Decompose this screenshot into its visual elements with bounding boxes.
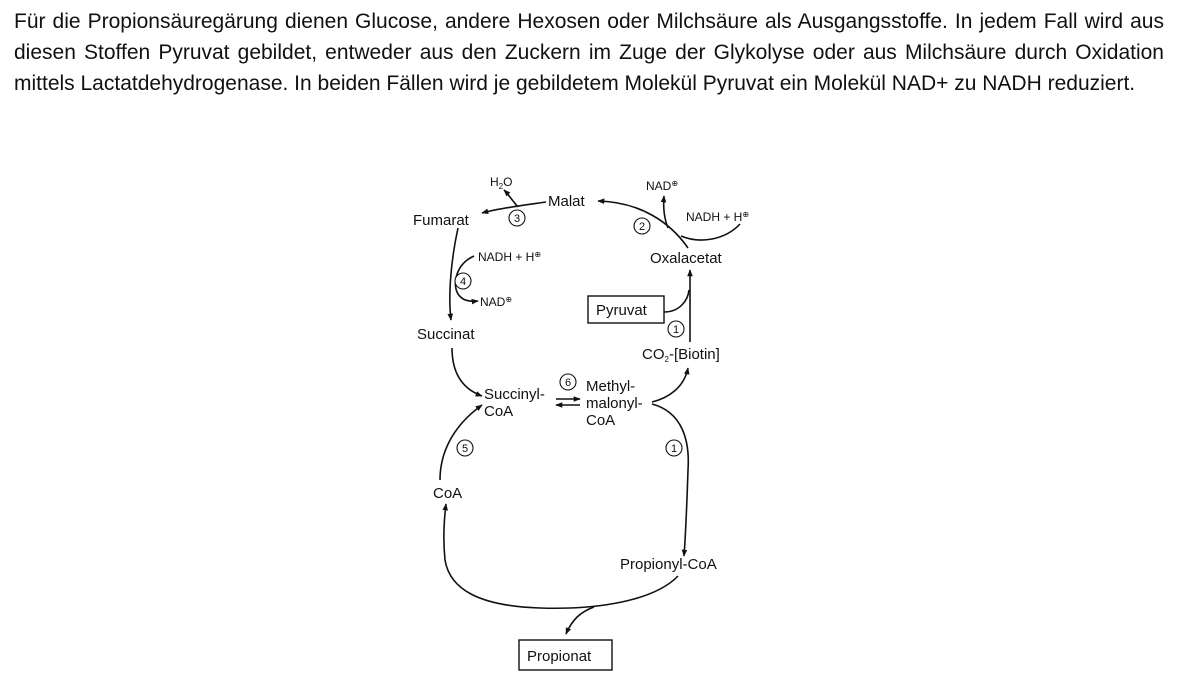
h2o-h: H — [490, 175, 499, 189]
arrow-nadh-consumed-top — [680, 223, 741, 241]
compound-methylmalonyl-coa-line1: Methyl- — [586, 378, 635, 395]
compound-coa: CoA — [433, 485, 462, 502]
svg-text:1: 1 — [671, 443, 677, 455]
enzyme-marker-6: 6 — [559, 373, 577, 391]
arrow-nad-release-top — [660, 195, 669, 229]
compound-succinyl-coa-line2: CoA — [484, 403, 513, 420]
co2-biotin-subscript: 2 — [665, 355, 670, 364]
svg-text:6: 6 — [565, 377, 571, 389]
enzyme-marker-4: 4 — [454, 272, 472, 290]
enzyme-marker-1-lower: 1 — [665, 439, 683, 457]
h2o-o: O — [503, 175, 512, 189]
enzyme-marker-3: 3 — [508, 209, 526, 227]
arrow-pyruvat-join — [663, 289, 690, 313]
svg-text:3: 3 — [514, 213, 520, 225]
arrow-coa-to-succinylcoa — [439, 404, 483, 481]
arrow-fumarat-to-succinat — [447, 227, 459, 321]
co2-biotin-prefix: CO — [642, 346, 665, 363]
arrow-propionylcoa-to-coa — [442, 503, 679, 610]
arrow-succinat-to-succinylcoa — [451, 347, 483, 397]
cofactor-nad-top: NAD⊕ — [646, 179, 678, 193]
arrow-nadh-to-nad-left — [454, 255, 479, 305]
cofactor-nadh-left: NADH + H⊕ — [478, 250, 541, 264]
compound-propionyl-coa: Propionyl-CoA — [620, 556, 717, 573]
h2o-subscript: 2 — [499, 182, 504, 191]
intro-paragraph: Für die Propionsäuregärung dienen Glucos… — [14, 10, 1164, 95]
arrow-oxalacetat-to-malat — [597, 198, 689, 249]
nadh-top-text: NADH + H — [686, 210, 742, 224]
nad-left-charge: ⊕ — [505, 295, 512, 304]
arrow-methylmalonyl-to-biotin — [651, 367, 690, 403]
cofactor-nadh-top: NADH + H⊕ — [686, 210, 749, 224]
arrow-methylmalonyl-to-propionylcoa — [651, 403, 690, 557]
compound-co2-biotin: CO2-[Biotin] — [642, 346, 720, 364]
co2-biotin-suffix: -[Biotin] — [669, 346, 720, 363]
propionat-box — [518, 639, 613, 671]
compound-methylmalonyl-coa-line2: malonyl- — [586, 395, 643, 412]
compound-pyruvat: Pyruvat — [596, 302, 648, 319]
enzyme-marker-5: 5 — [456, 439, 474, 457]
cofactor-nad-left: NAD⊕ — [480, 295, 512, 309]
compound-methylmalonyl-coa-line3: CoA — [586, 412, 615, 429]
nad-top-text: NAD — [646, 179, 672, 193]
nadh-top-charge: ⊕ — [742, 210, 749, 219]
enzyme-marker-2: 2 — [633, 217, 651, 235]
compound-fumarat: Fumarat — [413, 212, 470, 229]
nadh-left-charge: ⊕ — [534, 250, 541, 259]
enzyme-marker-1-upper: 1 — [667, 320, 685, 338]
nadh-left-text: NADH + H — [478, 250, 534, 264]
svg-text:5: 5 — [462, 443, 468, 455]
compound-succinat: Succinat — [417, 326, 475, 343]
nad-top-charge: ⊕ — [671, 179, 678, 188]
arrow-propionat-release — [565, 606, 595, 635]
nad-left-text: NAD — [480, 295, 506, 309]
svg-text:2: 2 — [639, 221, 645, 233]
arrow-malat-to-fumarat — [481, 201, 547, 215]
svg-text:4: 4 — [460, 276, 466, 288]
compound-oxalacetat: Oxalacetat — [650, 250, 723, 267]
arrow-h2o-release — [503, 189, 519, 208]
pyruvat-box — [587, 295, 665, 324]
compound-succinyl-coa-line1: Succinyl- — [484, 386, 545, 403]
cofactor-h2o: H2O — [490, 175, 512, 191]
svg-text:1: 1 — [673, 324, 679, 336]
compound-propionat: Propionat — [527, 648, 592, 665]
compound-malat: Malat — [548, 193, 586, 210]
